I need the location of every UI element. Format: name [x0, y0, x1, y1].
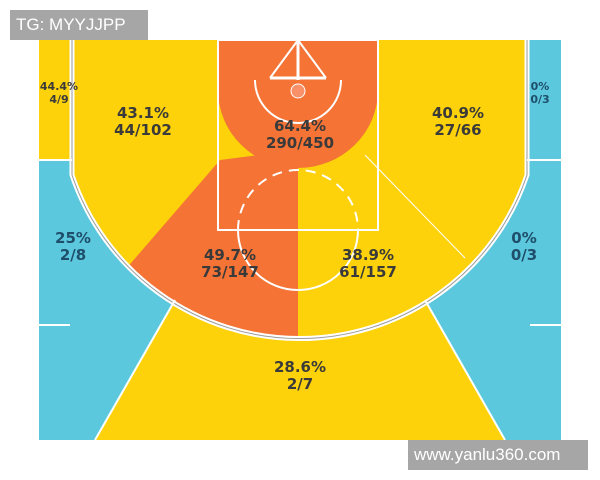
zone-top-of-key-three — [95, 300, 505, 440]
court-lines — [39, 40, 561, 440]
zone-label-made-attempts: 2/7 — [287, 375, 313, 393]
zone-label-made-attempts: 0/3 — [511, 246, 537, 264]
zone-label-percent: 49.7% — [204, 246, 256, 264]
zone-label-made-attempts: 4/9 — [49, 93, 68, 106]
zone-label-made-attempts: 27/66 — [434, 121, 481, 139]
zone-label-percent: 40.9% — [432, 104, 484, 122]
watermark-top-left: TG: MYYJJPP — [10, 10, 148, 40]
zone-label-percent: 43.1% — [117, 104, 169, 122]
watermark-bottom-right: www.yanlu360.com — [408, 440, 588, 470]
zone-left-elbow-mid — [120, 150, 298, 339]
zone-label-percent: 0% — [511, 229, 536, 247]
zone-label-percent: 25% — [55, 229, 91, 247]
zone-left-corner-three — [39, 40, 72, 160]
zone-label-percent: 64.4% — [274, 117, 326, 135]
zone-restricted-area — [218, 40, 378, 168]
zone-label-made-attempts: 290/450 — [266, 134, 334, 152]
zone-label-made-attempts: 44/102 — [114, 121, 172, 139]
zone-label-percent: 0% — [531, 80, 550, 93]
basket-rim — [290, 83, 306, 99]
zone-label-percent: 44.4% — [40, 80, 78, 93]
zone-label-made-attempts: 2/8 — [60, 246, 86, 264]
zone-label-percent: 38.9% — [342, 246, 394, 264]
zone-label-made-attempts: 73/147 — [201, 263, 259, 281]
zone-label-made-attempts: 0/3 — [530, 93, 549, 106]
zone-label-percent: 28.6% — [274, 358, 326, 376]
zone-label-made-attempts: 61/157 — [339, 263, 397, 281]
